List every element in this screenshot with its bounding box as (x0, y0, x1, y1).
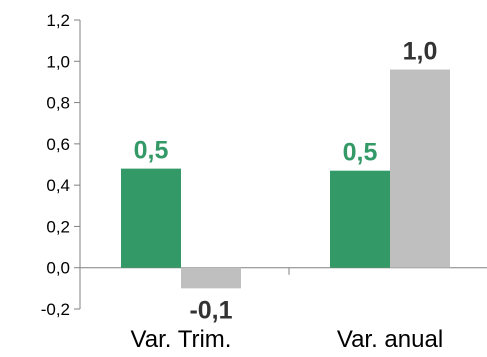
y-tick-label: 0,8 (46, 94, 70, 113)
y-tick-label: 0,4 (46, 176, 70, 195)
y-tick-label: 0,0 (46, 259, 70, 278)
bar (330, 170, 390, 268)
y-tick-label: 1,0 (46, 52, 70, 71)
x-category-label: Var. anual (337, 326, 443, 353)
y-tick-label: 0,2 (46, 217, 70, 236)
bar-value-label: -0,1 (189, 296, 232, 324)
y-tick-label: 1,2 (46, 11, 70, 30)
bar (181, 267, 241, 289)
bar-value-label: 1,0 (403, 38, 438, 66)
x-category-label: Var. Trim. (131, 326, 232, 353)
y-tick-label: 0,6 (46, 135, 70, 154)
bar-value-label: 0,5 (134, 137, 169, 165)
y-tick-label: -0,2 (41, 300, 70, 319)
chart-axes: -0,2 0,0 0,2 0,4 0,6 0,8 1,0 1,2 Var. Trim. Var. … (41, 11, 487, 353)
chart-data-labels: 0,5 0,5 -0,1 1,0 (134, 38, 438, 325)
bar-value-label: 0,5 (343, 139, 378, 167)
bar (121, 168, 181, 268)
bar (390, 69, 450, 268)
chart-bars (121, 69, 450, 289)
